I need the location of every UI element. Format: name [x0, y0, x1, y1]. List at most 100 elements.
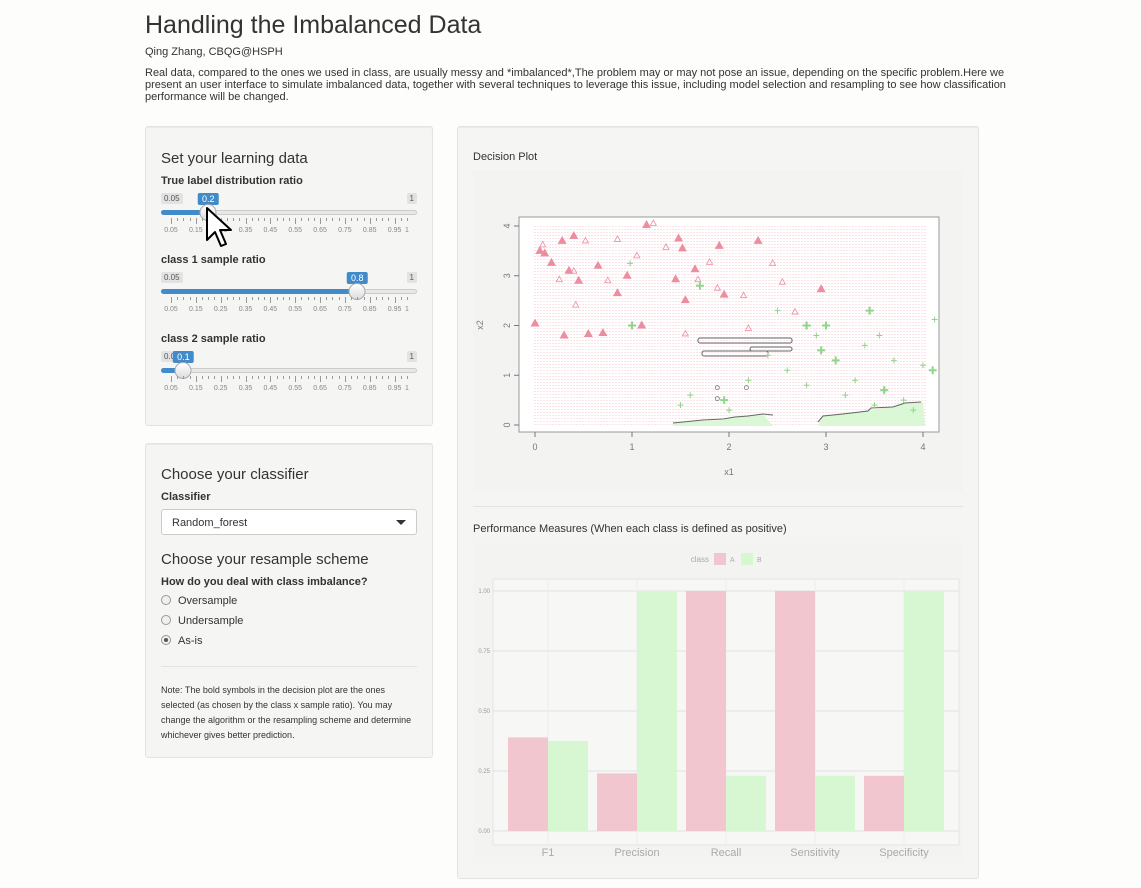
legend-label-a: A	[730, 557, 735, 564]
class-a-point	[791, 307, 799, 315]
class-a-point	[680, 295, 690, 304]
slider-tick	[394, 376, 396, 382]
resample-heading: Choose your resample scheme	[161, 551, 369, 568]
class1-ratio-slider[interactable]: 0.05 1 0.8 0.05 0.15 0.25 0.35 0.45 0.55 0.65 0.75…	[161, 272, 417, 322]
slider-tick	[363, 376, 365, 379]
slider-tick	[351, 376, 353, 379]
x-tick-label: F1	[542, 847, 555, 859]
y-tick-label: 0.25	[478, 769, 490, 775]
slider-tick	[276, 297, 278, 300]
class-a-point	[574, 275, 584, 284]
slider-tick	[307, 376, 309, 379]
slider-tick	[375, 218, 377, 221]
slider-tick	[264, 218, 266, 221]
slider-tick	[338, 376, 340, 379]
slider-tick	[388, 218, 390, 221]
bar-a	[508, 737, 548, 831]
classifier-select[interactable]: Random_forest	[161, 509, 417, 535]
class-a-point	[677, 243, 687, 252]
slider-tick	[295, 376, 297, 382]
slider-tick	[382, 297, 384, 300]
slider-tick	[375, 376, 377, 379]
class-b-point	[831, 356, 840, 365]
slider-tick-label: 0.75	[338, 227, 352, 234]
slider-tick	[208, 376, 210, 379]
class-a-point	[778, 277, 787, 285]
author-line: Qing Zhang, CBQG@HSPH	[145, 46, 283, 58]
slider-tick	[226, 376, 228, 379]
chevron-down-icon	[396, 520, 406, 525]
page-title: Handling the Imbalanced Data	[145, 11, 482, 39]
slider-tick-label: 0.35	[238, 227, 253, 234]
slider-label-true-ratio: True label distribution ratio	[161, 175, 303, 187]
slider-tick-label: 1	[405, 227, 409, 234]
divider	[161, 666, 417, 667]
y-tick-label: 0.50	[478, 709, 490, 715]
slider-tick	[202, 218, 204, 221]
decision-boundary	[697, 337, 793, 344]
radio-oversample[interactable]: Oversample	[161, 595, 237, 609]
classifier-heading: Choose your classifier	[161, 466, 309, 483]
slider-tick	[307, 297, 309, 300]
y-tick-label: 1	[502, 373, 512, 378]
slider-tick	[270, 376, 272, 382]
slider-tick	[251, 376, 253, 379]
class-a-point	[535, 245, 545, 254]
slider-tick	[388, 376, 390, 379]
class-b-point	[774, 307, 781, 314]
class-a-point	[546, 257, 556, 266]
class-b-point	[627, 260, 634, 267]
slider-tick	[400, 297, 402, 300]
true-ratio-slider[interactable]: 0.0510.20.050.150.250.350.450.550.650.75…	[161, 193, 417, 243]
slider-tick-label: 0.65	[313, 385, 327, 392]
slider-max-label: 1	[406, 193, 417, 204]
misclassified-point	[714, 396, 720, 402]
class-a-point	[739, 291, 748, 299]
class-b-point	[865, 306, 874, 315]
class-a-point	[637, 320, 647, 329]
class-b-point	[861, 342, 868, 349]
slider-value-label: 0.1	[173, 351, 194, 363]
slider-tick	[338, 297, 340, 300]
bar-b	[637, 591, 677, 831]
class-a-point	[705, 257, 714, 265]
radio-button-selected-icon	[161, 635, 171, 645]
class-b-point	[931, 316, 938, 323]
classifier-selected-value: Random_forest	[172, 517, 248, 529]
classifier-label: Classifier	[161, 491, 211, 503]
class-a-point	[662, 243, 670, 250]
class-a-point	[714, 240, 724, 249]
x-tick-label: 1	[629, 442, 634, 452]
slider-tick	[394, 218, 396, 224]
x-tick-label: 2	[726, 442, 731, 452]
radio-undersample[interactable]: Undersample	[161, 615, 243, 629]
slider-tick-label: 0.25	[213, 306, 228, 313]
slider-tick	[313, 376, 315, 379]
class-b-point	[871, 402, 878, 409]
class-a-point	[690, 264, 700, 273]
class-a-point	[816, 284, 826, 293]
slider-tick-label: 0.05	[164, 227, 178, 234]
slider-tick	[282, 218, 284, 221]
slider-max-label: 1	[406, 351, 417, 362]
slider-tick	[239, 297, 241, 300]
radio-as-is[interactable]: As-is	[161, 635, 202, 649]
y-tick-label: 3	[502, 273, 512, 278]
slider-tick	[326, 376, 328, 379]
class-b-point	[910, 407, 917, 414]
bar-a	[864, 775, 904, 831]
slider-tick-label: 0.55	[288, 227, 303, 234]
classifier-panel: Choose your classifier Classifier Random…	[145, 443, 433, 758]
class-a-point	[744, 324, 753, 331]
slider-tick-label: 0.45	[263, 306, 278, 313]
class2-ratio-slider[interactable]: 0.05 1 0.1 0.05 0.15 0.25 0.35 0.45 0.55 0.65 0.75…	[161, 351, 417, 401]
x-tick-label: 4	[920, 442, 925, 452]
slider-tick	[171, 376, 172, 382]
slider-tick-label: 0.45	[263, 227, 278, 234]
class-b-point	[803, 382, 810, 389]
decision-boundary	[672, 401, 922, 424]
slider-tick	[289, 376, 290, 379]
class-a-point	[555, 275, 563, 283]
slider-tick	[320, 218, 322, 224]
slider-tick-label: 0.25	[213, 385, 228, 392]
